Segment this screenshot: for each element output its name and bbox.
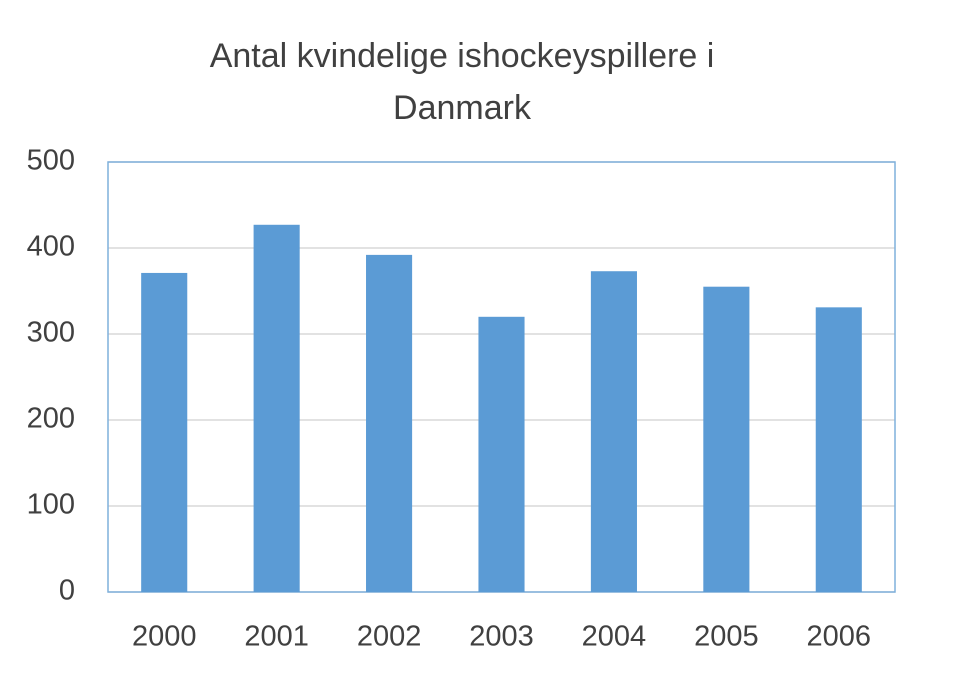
bar bbox=[366, 254, 413, 592]
y-tick-label: 500 bbox=[27, 145, 75, 177]
bar bbox=[815, 307, 862, 592]
bar bbox=[253, 224, 300, 592]
x-tick-label: 2003 bbox=[469, 621, 534, 653]
y-tick-label: 100 bbox=[27, 489, 75, 521]
bar bbox=[703, 286, 750, 592]
x-tick-label: 2004 bbox=[582, 621, 647, 653]
x-tick-label: 2000 bbox=[132, 621, 197, 653]
bar bbox=[590, 271, 637, 592]
y-tick-label: 200 bbox=[27, 403, 75, 435]
x-tick-label: 2002 bbox=[357, 621, 422, 653]
y-tick-label: 0 bbox=[59, 575, 75, 607]
bar bbox=[141, 272, 188, 592]
y-tick-label: 300 bbox=[27, 317, 75, 349]
y-tick-label: 400 bbox=[27, 231, 75, 263]
x-tick-label: 2001 bbox=[244, 621, 309, 653]
bar bbox=[478, 316, 525, 592]
x-tick-label: 2006 bbox=[807, 621, 872, 653]
x-tick-label: 2005 bbox=[694, 621, 759, 653]
chart-title: Antal kvindelige ishockeyspillere i Danm… bbox=[209, 37, 715, 127]
